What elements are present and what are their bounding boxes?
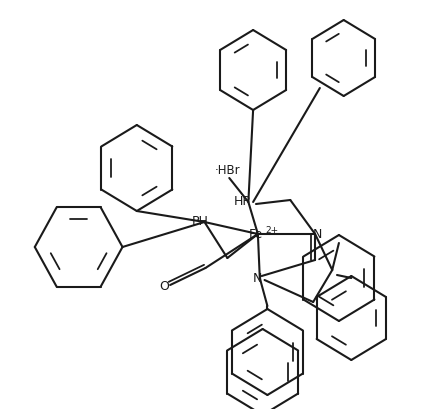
Text: N: N bbox=[253, 272, 263, 285]
Text: ·HBr: ·HBr bbox=[214, 164, 240, 177]
Text: Fe: Fe bbox=[249, 227, 263, 240]
Text: 2+: 2+ bbox=[266, 225, 279, 234]
Text: PH: PH bbox=[192, 216, 209, 229]
Text: O: O bbox=[160, 281, 169, 294]
Text: HP: HP bbox=[234, 196, 251, 209]
Text: N: N bbox=[312, 227, 322, 240]
